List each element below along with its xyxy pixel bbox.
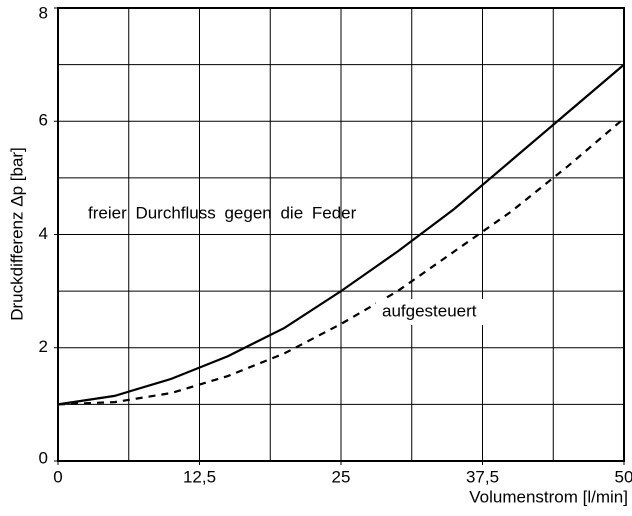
y-tick-label: 8 (39, 3, 48, 22)
y-axis-label: Druckdifferenz Δp [bar] (7, 147, 26, 321)
y-tick-label: 2 (39, 337, 48, 356)
series-label: freier Durchfluss gegen die Feder (88, 203, 357, 222)
x-tick-label: 0 (53, 467, 62, 486)
x-tick-label: 37,5 (466, 467, 499, 486)
x-axis-label: Volumenstrom [l/min] (469, 487, 628, 506)
label-background (376, 299, 502, 325)
x-tick-label: 25 (332, 467, 351, 486)
x-tick-label: 12,5 (183, 467, 216, 486)
y-tick-label: 0 (39, 448, 48, 467)
y-tick-label: 4 (39, 224, 48, 243)
series-label: aufgesteuert (382, 301, 477, 320)
y-tick-label: 6 (39, 111, 48, 130)
series-line (57, 117, 625, 406)
x-tick-label: 50 (615, 467, 632, 486)
series-line (57, 63, 625, 406)
